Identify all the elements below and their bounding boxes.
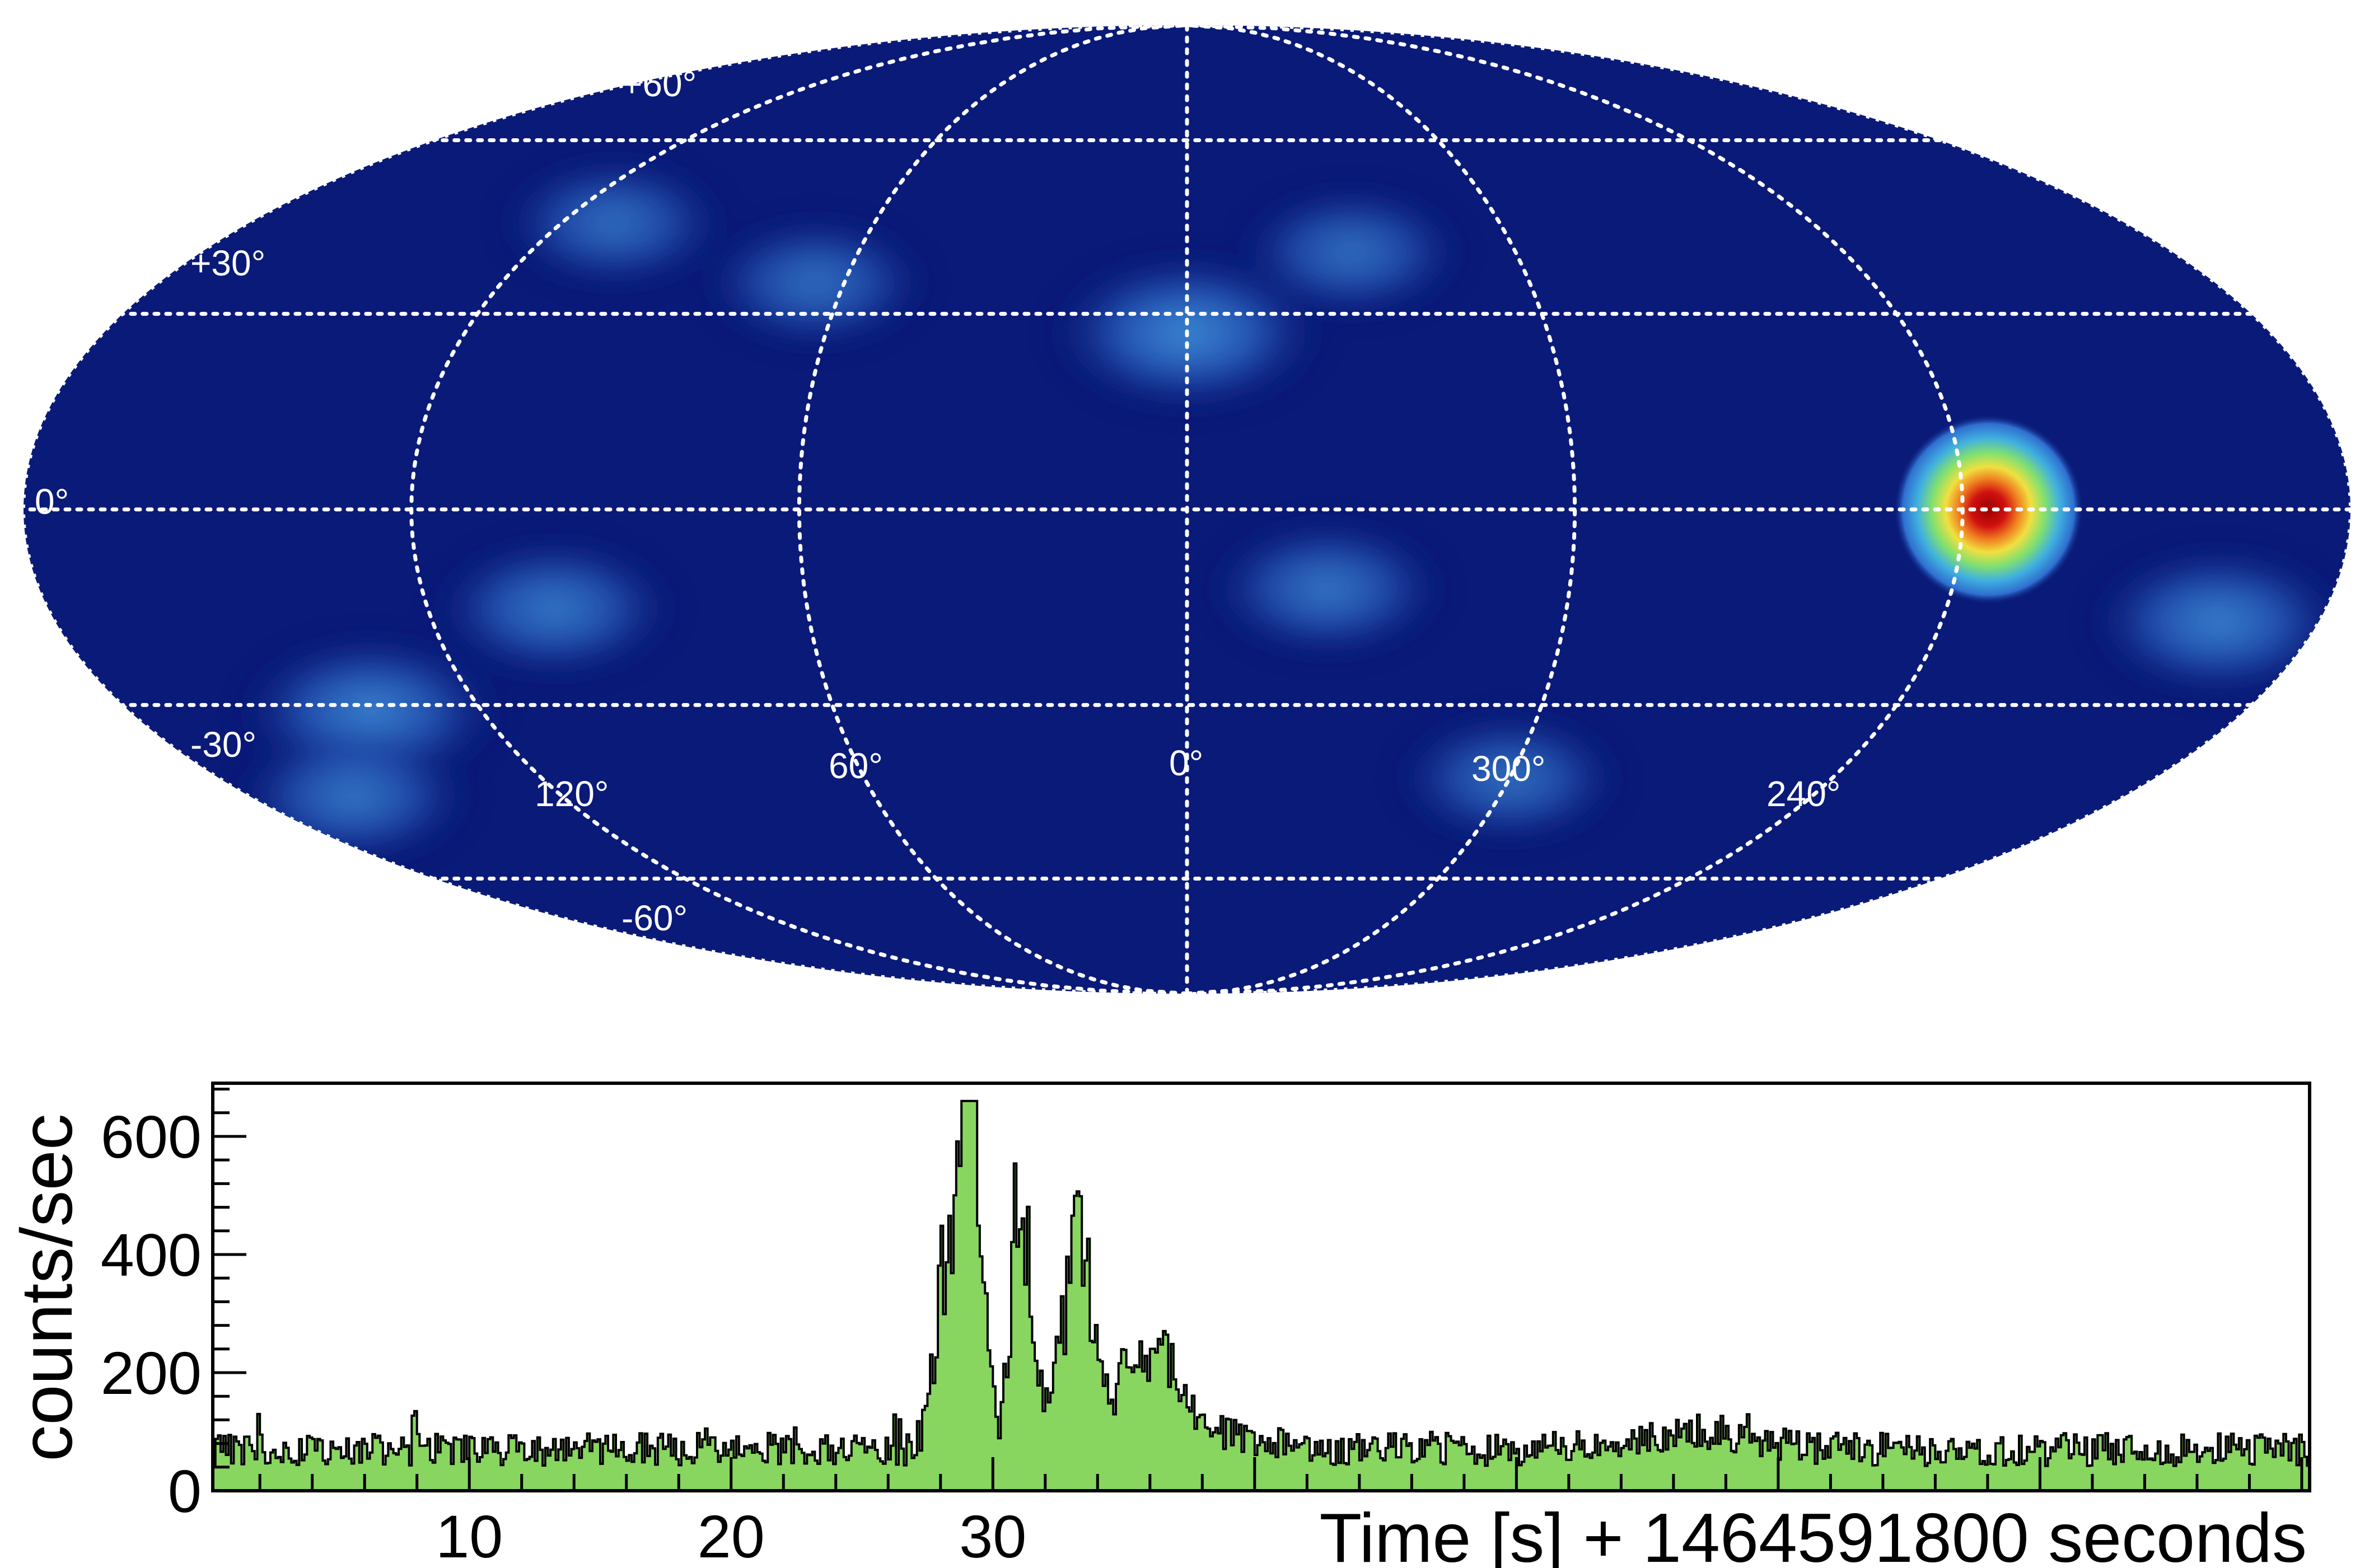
sky-map-graticule [24, 25, 2350, 994]
lon-label-0: 0° [1169, 743, 1203, 783]
light-curve: 0 200 400 600 10 20 30 counts/sec Time [s] + 1… [6, 1082, 2311, 1568]
lat-label-plus30: +30° [190, 243, 265, 283]
light-curve-frame-bg [213, 1083, 2310, 1491]
sky-intensity-blob [429, 536, 679, 681]
y-tick-label: 200 [101, 1339, 202, 1407]
lat-label-minus30: -30° [190, 724, 256, 765]
sky-intensity-blob [1235, 185, 1468, 320]
lon-label-60: 60° [829, 746, 883, 786]
sky-map-lon-labels: 120° 60° 0° 300° 240° [535, 743, 1840, 814]
sky-intensity-blob [1205, 518, 1450, 659]
sky-map-lat-labels: +60° +30° 0° -30° -60° [35, 64, 697, 938]
x-tick-label: 20 [698, 1503, 765, 1568]
light-curve-frame [211, 1082, 2311, 1492]
sky-intensity-blob [1392, 711, 1626, 846]
longitude-line-120 [409, 25, 1189, 994]
y-tick-label: 400 [101, 1221, 202, 1289]
y-axis-label: counts/sec [6, 1113, 87, 1461]
sky-intensity-blob [699, 216, 932, 350]
longitude-line-300 [1185, 25, 1577, 994]
lat-label-plus60: +60° [621, 64, 697, 104]
light-curve-plot [212, 1099, 2311, 1491]
light-curve-fill [213, 1101, 2310, 1491]
x-axis-label: Time [s] + 1464591800 seconds [1319, 1500, 2307, 1568]
sky-intensity-blob [2086, 545, 2350, 698]
sky-map-intensity-layer [231, 155, 2350, 867]
lat-label-minus60: -60° [621, 898, 688, 938]
lon-label-300: 300° [1471, 748, 1545, 789]
x-tick-label: 10 [436, 1503, 503, 1568]
source-hotspot [1893, 414, 2084, 605]
lon-label-240: 240° [1767, 774, 1840, 814]
sky-map-border [22, 24, 2352, 995]
lat-label-0: 0° [35, 481, 69, 522]
sky-intensity-blob [497, 155, 731, 290]
light-curve-axes: 0 200 400 600 10 20 30 [101, 1088, 2303, 1568]
sky-map: +60° +30° 0° -30° -60° 120° 60° 0° 300° … [22, 24, 2352, 995]
lon-label-120: 120° [535, 774, 609, 814]
longitude-line-240 [1185, 25, 1965, 994]
x-tick-label: 30 [959, 1503, 1026, 1568]
y-tick-label: 600 [101, 1103, 202, 1171]
light-curve-line [212, 1099, 2311, 1467]
sky-intensity-blob [231, 726, 476, 867]
sky-map-hotspot-layer [1893, 414, 2084, 605]
y-tick-label: 0 [168, 1457, 202, 1525]
longitude-line-60 [797, 25, 1189, 994]
